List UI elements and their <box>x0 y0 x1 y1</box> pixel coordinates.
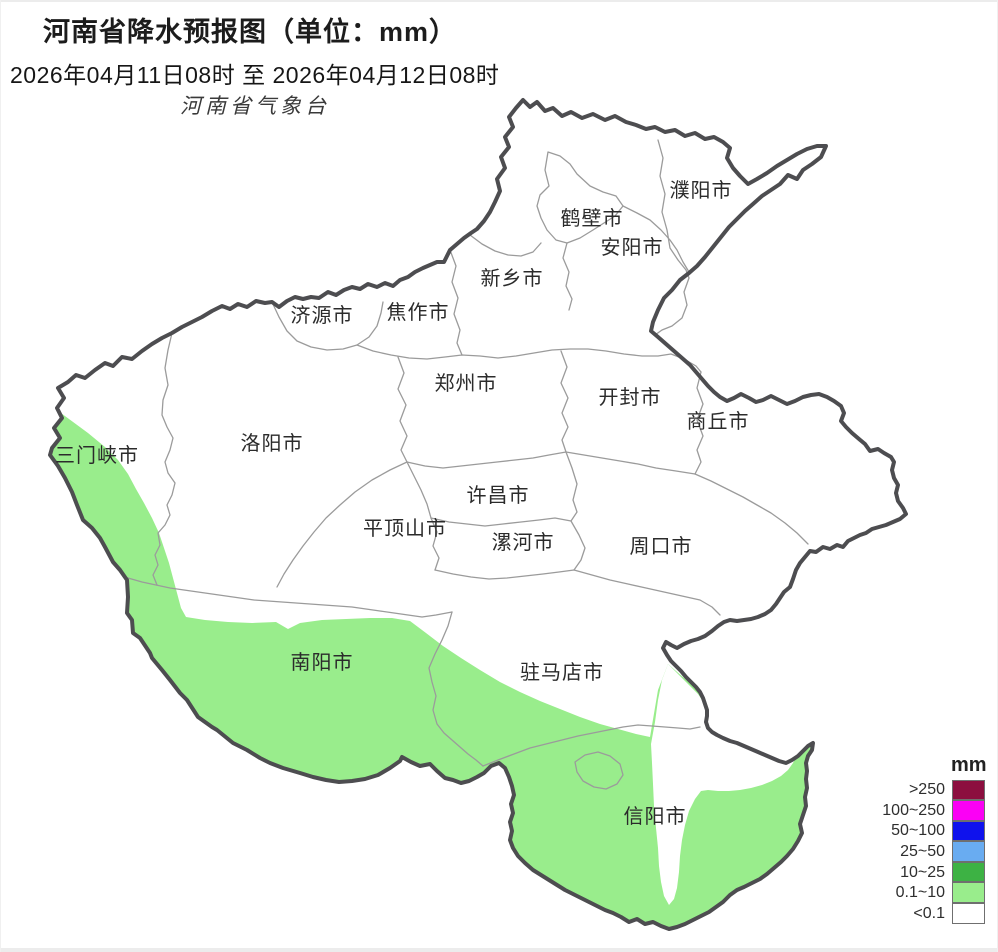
city-label: 南阳市 <box>291 651 354 674</box>
city-labels: 三门峡市 洛阳市 济源市 焦作市 新乡市 鹤壁市 安阳市 濮阳市 郑州市 开封市… <box>55 179 750 828</box>
city-label: 漯河市 <box>492 531 555 554</box>
legend-row: >250 <box>815 779 985 801</box>
city-boundaries <box>127 139 809 790</box>
legend-row: 0.1~10 <box>815 882 985 904</box>
legend-label: 0.1~10 <box>895 884 945 902</box>
city-label: 信阳市 <box>624 805 687 828</box>
legend-unit: mm <box>951 753 987 776</box>
legend-row: <0.1 <box>815 903 985 925</box>
city-label: 焦作市 <box>387 301 450 324</box>
city-label: 济源市 <box>291 304 354 327</box>
city-label: 鹤壁市 <box>561 207 624 230</box>
precipitation-legend: mm >250 100~250 50~100 25~50 10~25 0.1~1… <box>815 753 987 925</box>
city-label: 商丘市 <box>687 410 750 433</box>
city-label: 濮阳市 <box>670 179 733 202</box>
legend-swatch <box>952 779 985 801</box>
legend-row: 25~50 <box>815 841 985 863</box>
city-label: 洛阳市 <box>241 432 304 455</box>
legend-label: 50~100 <box>891 822 945 840</box>
city-label: 许昌市 <box>467 484 530 507</box>
issuing-agency: 河南省气象台 <box>180 94 330 118</box>
city-label: 郑州市 <box>435 372 498 395</box>
province-boundary <box>48 98 908 931</box>
legend-row: 50~100 <box>815 820 985 842</box>
city-label: 三门峡市 <box>55 444 139 467</box>
forecast-period: 2026年04月11日08时 至 2026年04月12日08时 <box>10 62 500 88</box>
dry-area-cutout <box>651 664 797 905</box>
legend-label: <0.1 <box>913 904 945 922</box>
bottom-edge-divider <box>0 948 998 952</box>
city-label: 开封市 <box>599 386 662 409</box>
city-label: 新乡市 <box>481 267 544 290</box>
legend-label: 100~250 <box>882 801 945 819</box>
city-label: 周口市 <box>630 535 693 558</box>
city-label: 平顶山市 <box>363 517 447 540</box>
legend-row: 10~25 <box>815 861 985 883</box>
legend-label: 10~25 <box>900 863 945 881</box>
legend-label: >250 <box>908 781 945 799</box>
city-label: 驻马店市 <box>520 661 604 684</box>
legend-swatch <box>952 903 985 924</box>
page-title: 河南省降水预报图（单位：mm） <box>42 17 457 47</box>
legend-label: 25~50 <box>900 843 945 861</box>
legend-swatch <box>952 800 985 821</box>
top-edge-divider <box>0 0 998 2</box>
legend-swatch <box>952 861 985 883</box>
legend-swatch <box>952 841 985 862</box>
legend-swatch <box>952 882 985 904</box>
legend-row: 100~250 <box>815 800 985 822</box>
legend-swatch <box>952 820 985 842</box>
left-edge-divider <box>0 0 1 952</box>
city-label: 安阳市 <box>601 236 664 259</box>
